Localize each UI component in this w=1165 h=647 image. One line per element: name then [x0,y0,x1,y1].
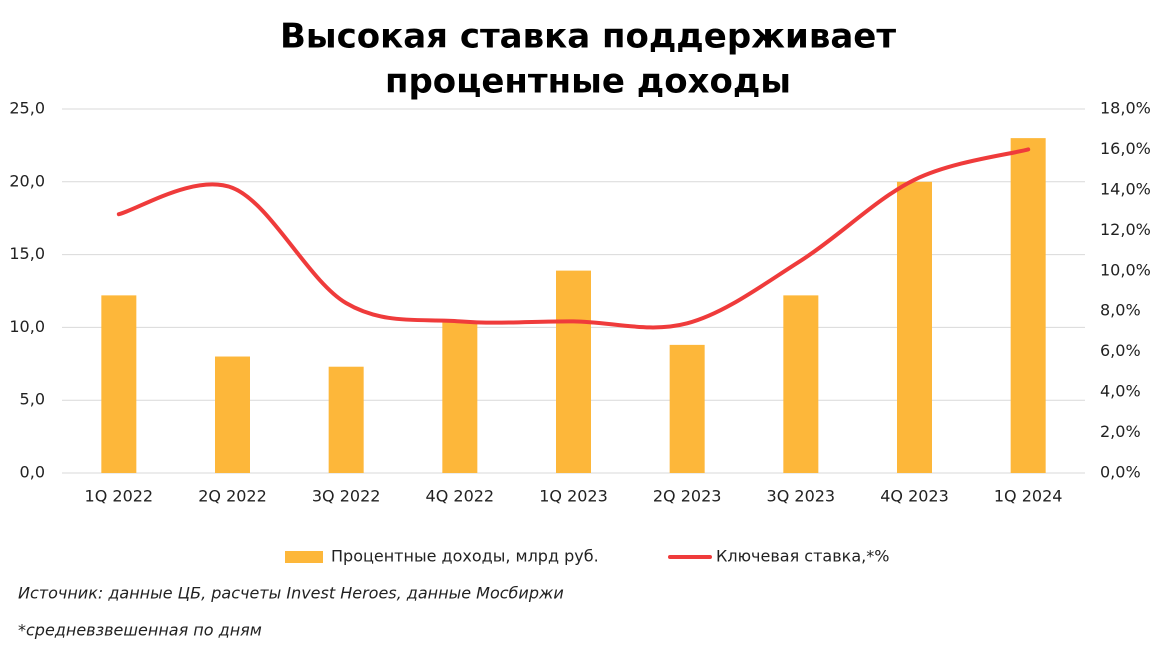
bar [328,366,364,473]
bar [1010,138,1046,473]
chart-title: процентные доходы [385,62,791,102]
legend-label: Ключевая ставка,*% [716,547,889,566]
y2-tick-label: 14,0% [1100,179,1151,198]
y2-tick-label: 10,0% [1100,260,1151,279]
footnote: *средневзвешенная по дням [18,621,262,640]
y2-tick-label: 16,0% [1100,139,1151,158]
y2-tick-label: 18,0% [1100,99,1151,118]
x-tick-label: 3Q 2022 [312,487,381,506]
y2-tick-label: 12,0% [1100,220,1151,239]
y2-tick-label: 6,0% [1100,341,1141,360]
x-tick-label: 3Q 2023 [767,487,836,506]
y2-tick-label: 0,0% [1100,463,1141,482]
y2-tick-label: 2,0% [1100,422,1141,441]
bar [556,270,591,473]
x-tick-label: 2Q 2023 [653,487,722,506]
x-tick-label: 1Q 2024 [994,487,1063,506]
x-tick-label: 4Q 2022 [426,487,495,506]
bar [669,344,705,473]
y2-tick-label: 8,0% [1100,301,1141,320]
source: Источник: данные ЦБ, расчеты Invest Hero… [18,584,564,603]
x-tick-label: 1Q 2022 [85,487,154,506]
bar [783,295,819,473]
bar [897,181,932,474]
bar [215,356,250,473]
y-tick-label: 5,0 [20,390,45,409]
legend-swatch [285,551,323,563]
legend-label: Процентные доходы, млрд руб. [331,547,599,566]
x-tick-label: 1Q 2023 [539,487,608,506]
line [116,147,1031,330]
y-tick-label: 15,0 [9,244,45,263]
x-tick-label: 4Q 2023 [880,487,949,506]
y-tick-label: 10,0 [9,317,45,336]
x-tick-label: 2Q 2022 [198,487,267,506]
bar [442,321,478,473]
y-tick-label: 20,0 [9,171,45,190]
chart-title: Высокая ставка поддерживает [280,17,896,57]
y-tick-label: 25,0 [9,99,45,118]
bar [101,295,137,473]
y-tick-label: 0,0 [20,463,45,482]
y2-tick-label: 4,0% [1100,382,1141,401]
